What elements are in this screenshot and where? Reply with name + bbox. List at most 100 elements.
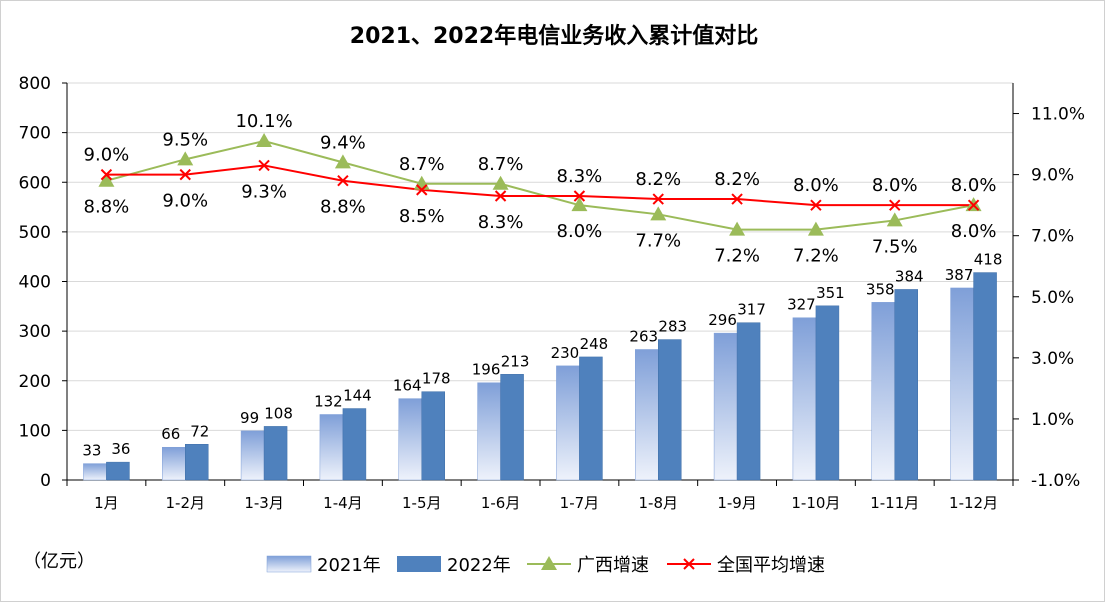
bar-2021-label: 196: [472, 361, 501, 379]
x-tick-label: 1-11月: [870, 494, 919, 512]
y-right-tick-label: 9.0%: [1031, 166, 1074, 186]
y-left-tick-label: 700: [19, 124, 51, 144]
y-right-tick-label: 1.0%: [1031, 410, 1074, 430]
guangxi-marker: [177, 151, 194, 166]
guangxi-marker: [807, 221, 824, 236]
guangxi-point-label: 8.0%: [557, 221, 603, 242]
bar-2021-label: 66: [161, 425, 180, 443]
national-point-label: 8.8%: [320, 197, 366, 218]
bar-2021: [319, 414, 344, 481]
bar-2021: [398, 398, 422, 481]
national-point-label: 8.0%: [872, 175, 918, 196]
bar-2021: [635, 349, 659, 481]
y-left-tick-label: 600: [19, 173, 51, 193]
x-tick-label: 1-7月: [560, 494, 600, 512]
x-tick-label: 1-6月: [481, 494, 521, 512]
legend-label-2022: 2022年: [447, 555, 511, 576]
x-tick-label: 1-4月: [323, 494, 363, 512]
bar-2022-label: 72: [190, 422, 209, 440]
bar-2022-label: 213: [501, 352, 530, 370]
bar-2021: [477, 382, 501, 481]
national-marker: [731, 193, 743, 205]
unit-label: （亿元）: [23, 551, 95, 572]
guangxi-marker: [334, 154, 351, 169]
x-tick-label: 1-8月: [639, 494, 679, 512]
national-marker: [967, 199, 980, 211]
legend-marker-guangxi: [541, 556, 557, 570]
bar-2021-label: 132: [314, 392, 343, 410]
guangxi-marker: [492, 175, 509, 190]
bar-2022: [658, 339, 682, 481]
y-right-tick-label: -1.0%: [1031, 471, 1080, 491]
y-left-tick-label: 500: [19, 223, 51, 243]
y-left-tick-label: 200: [19, 372, 51, 392]
bar-2021-label: 387: [945, 266, 974, 284]
guangxi-point-label: 9.4%: [320, 132, 366, 153]
bar-2021-label: 327: [787, 296, 816, 314]
guangxi-marker: [571, 197, 588, 212]
bar-2022: [500, 374, 524, 481]
x-tick-label: 1-2月: [166, 494, 206, 512]
legend-marker-national: [683, 558, 695, 570]
bar-2022: [263, 426, 288, 481]
guangxi-point-label: 7.2%: [793, 246, 839, 267]
y-right-tick-label: 7.0%: [1031, 227, 1074, 247]
y-left-tick-label: 100: [19, 421, 51, 441]
x-tick-label: 1月: [94, 494, 119, 512]
bar-2022-label: 384: [895, 267, 924, 285]
bar-2022-label: 108: [264, 404, 293, 422]
national-point-label: 8.0%: [951, 175, 997, 196]
y-right-tick-label: 3.0%: [1031, 349, 1074, 369]
bar-2021: [792, 317, 817, 481]
bar-2021: [713, 332, 738, 481]
legend-label-2021: 2021年: [317, 555, 381, 576]
national-marker: [179, 168, 191, 181]
bar-2022-label: 144: [343, 387, 372, 405]
guangxi-point-label: 8.8%: [84, 197, 130, 218]
bar-2021: [950, 287, 974, 481]
guangxi-point-label: 8.7%: [478, 154, 524, 175]
national-marker: [258, 159, 270, 172]
national-marker: [810, 199, 822, 211]
guangxi-point-label: 9.5%: [162, 129, 208, 150]
bar-2021-label: 230: [551, 344, 580, 362]
national-marker: [573, 190, 586, 202]
national-marker: [652, 193, 664, 205]
legend-label-guangxi: 广西增速: [577, 555, 649, 576]
guangxi-marker: [886, 212, 903, 227]
y-left-tick-label: 0: [40, 471, 51, 491]
bar-2022: [736, 322, 761, 481]
guangxi-marker: [256, 133, 273, 148]
y-left-tick-label: 300: [19, 322, 51, 342]
guangxi-growth-line: [106, 139, 974, 231]
bar-2021-label: 296: [708, 311, 737, 329]
x-tick-label: 1-9月: [717, 494, 757, 512]
bar-2021: [240, 430, 265, 481]
guangxi-point-label: 8.0%: [951, 221, 997, 242]
national-point-label: 9.0%: [84, 145, 130, 166]
bar-2021: [83, 463, 107, 481]
national-marker: [100, 168, 113, 181]
guangxi-marker: [729, 221, 746, 236]
bar-2022: [973, 272, 997, 481]
y-right-tick-label: 5.0%: [1031, 288, 1074, 308]
guangxi-point-label: 8.7%: [399, 154, 445, 175]
bar-2022: [815, 305, 840, 481]
bar-2022-label: 283: [658, 318, 687, 336]
national-point-label: 9.3%: [241, 181, 287, 202]
national-point-label: 9.0%: [162, 191, 208, 212]
legend-swatch-2022: [397, 556, 441, 572]
bar-2022: [579, 356, 603, 481]
bar-2022: [185, 444, 209, 481]
national-point-label: 8.3%: [478, 212, 524, 233]
legend-swatch-2021: [266, 555, 312, 573]
guangxi-point-label: 7.5%: [872, 236, 918, 257]
y-right-tick-label: 11.0%: [1031, 105, 1085, 125]
bar-2021-label: 164: [393, 377, 422, 395]
national-growth-line: [106, 164, 974, 207]
guangxi-point-label: 7.2%: [714, 246, 760, 267]
bar-2021-label: 33: [82, 442, 101, 460]
bar-2022-label: 418: [974, 251, 1003, 269]
bar-2022-label: 317: [737, 301, 766, 319]
